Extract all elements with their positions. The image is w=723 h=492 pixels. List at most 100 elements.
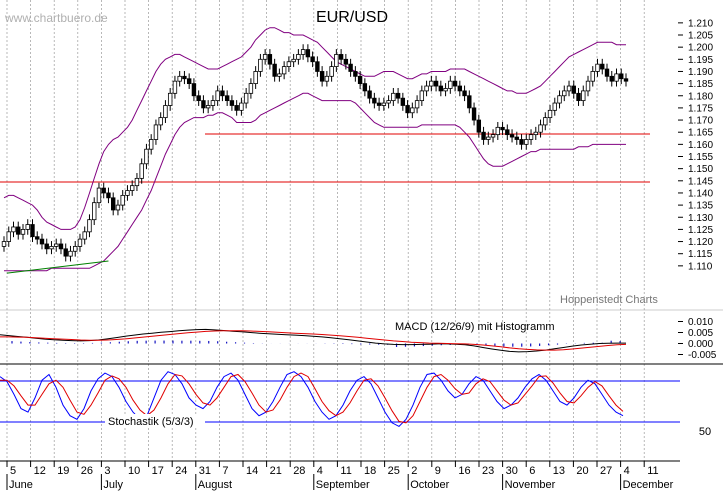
vertical-gridlines <box>6 0 645 461</box>
candle-body <box>286 61 292 67</box>
price-tick-label: 1.180 <box>688 91 713 102</box>
candle-body <box>205 105 211 109</box>
candle-body <box>129 185 135 191</box>
price-tick-label: 1.145 <box>688 176 713 187</box>
candle-body <box>386 100 391 104</box>
date-label: 21 <box>270 465 282 477</box>
candle-body <box>590 71 595 82</box>
date-label: 18 <box>364 465 376 477</box>
price-tick-label: 1.205 <box>688 31 713 42</box>
candle-body <box>448 80 453 89</box>
candle-body <box>547 109 553 119</box>
candle-body <box>305 49 311 58</box>
candle-body <box>571 85 576 94</box>
candle-body <box>457 85 463 92</box>
candle-body <box>376 102 382 106</box>
stoch-d-line <box>0 372 624 424</box>
candle-body <box>338 54 344 60</box>
candle-body <box>239 102 244 111</box>
price-tick-label: 1.155 <box>688 152 713 163</box>
stoch-tick-50: 50 <box>699 426 711 438</box>
candle-body <box>562 90 567 97</box>
price-tick-label: 1.150 <box>688 164 713 175</box>
candle-body <box>196 95 201 102</box>
candle-body <box>158 117 163 126</box>
candle-body <box>92 202 97 221</box>
date-label: 10 <box>128 465 140 477</box>
month-label: September <box>316 479 370 491</box>
macd-histogram <box>11 340 621 347</box>
candle-body <box>367 90 372 99</box>
candle-body <box>505 129 510 136</box>
candle-body <box>44 243 49 250</box>
candle-body <box>528 134 534 140</box>
candle-body <box>476 119 482 133</box>
month-label: November <box>505 479 556 491</box>
candle-body <box>148 139 154 150</box>
candle-body <box>462 90 467 97</box>
date-label: 4 <box>624 465 630 477</box>
date-label: 7 <box>222 465 228 477</box>
candle-body <box>619 73 624 80</box>
candle-body <box>16 226 21 235</box>
source-label: Hoppenstedt Charts <box>560 294 658 306</box>
month-label: October <box>410 479 449 491</box>
price-tick-label: 1.185 <box>688 79 713 90</box>
price-tick-label: 1.175 <box>688 103 713 114</box>
date-label: 19 <box>57 465 69 477</box>
candle-body <box>87 219 92 233</box>
date-label: 2 <box>411 465 417 477</box>
candle-body <box>201 100 206 109</box>
bollinger-upper-band <box>3 27 626 230</box>
candle-body <box>267 54 273 65</box>
candle-body <box>77 238 83 247</box>
candle-body <box>467 95 472 109</box>
candle-body <box>134 177 140 187</box>
month-axis: June July August September October November De… <box>6 474 674 491</box>
candle-body <box>481 131 486 140</box>
candle-body <box>581 90 586 102</box>
candle-body <box>234 105 239 111</box>
candle-body <box>262 54 268 60</box>
candle-body <box>186 78 192 85</box>
candle-body <box>300 49 306 55</box>
candle-body <box>20 229 26 235</box>
candle-body <box>101 187 106 194</box>
candle-body <box>310 56 315 63</box>
date-label: 26 <box>81 465 93 477</box>
candle-body <box>191 83 197 97</box>
candle-body <box>343 58 349 65</box>
candle-body <box>362 83 368 92</box>
candle-body <box>410 107 415 114</box>
candle-body <box>182 75 187 80</box>
candle-body <box>253 71 258 85</box>
candle-body <box>357 75 363 85</box>
macd-line <box>0 328 626 353</box>
price-tick-label: 1.115 <box>688 249 713 260</box>
candle-body <box>172 80 178 94</box>
candle-body <box>557 95 562 104</box>
candle-body <box>609 75 614 82</box>
stochastic-panel: Stochastik (5/3/3) 50 <box>0 371 711 438</box>
candle-body <box>144 148 149 165</box>
candle-body <box>595 63 600 72</box>
date-label: 4 <box>317 465 323 477</box>
date-label: 17 <box>152 465 164 477</box>
candle-body <box>490 134 496 138</box>
candle-body <box>25 224 30 230</box>
candle-body <box>623 78 629 82</box>
date-label: 16 <box>458 465 470 477</box>
candle-body <box>125 190 130 196</box>
bollinger-lower-band <box>4 92 626 272</box>
candle-body <box>229 100 235 106</box>
chart-title: EUR/USD <box>316 9 388 26</box>
watermark: www.chartbuero.de <box>4 11 108 25</box>
macd-label: MACD (12/26/9) mit Histogramm <box>395 321 555 333</box>
candle-body <box>6 231 11 242</box>
candle-body <box>272 63 277 77</box>
signal-line <box>0 330 627 351</box>
date-label: 13 <box>553 465 565 477</box>
date-label: 5 <box>10 465 16 477</box>
candle-body <box>500 126 505 131</box>
